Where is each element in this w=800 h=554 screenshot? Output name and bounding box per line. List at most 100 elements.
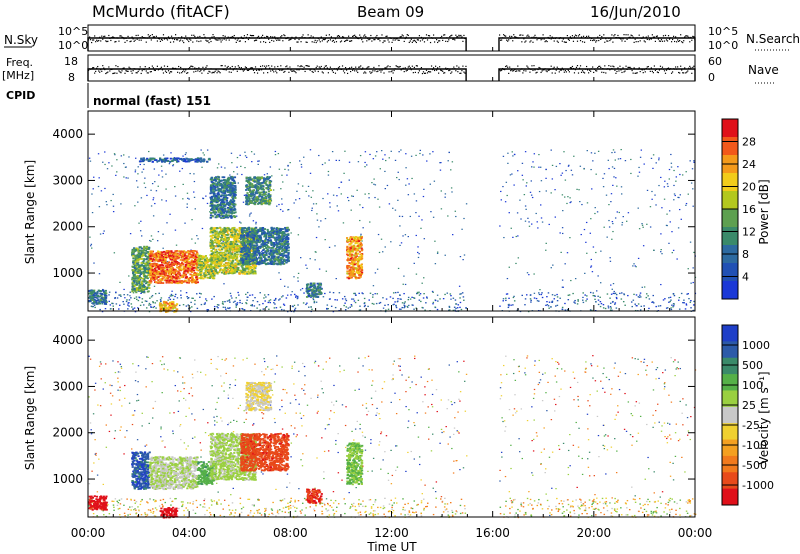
echo-point bbox=[398, 308, 401, 310]
echo-point bbox=[336, 195, 338, 197]
param-dot bbox=[342, 70, 345, 72]
echo-point bbox=[231, 251, 234, 254]
echo-point bbox=[128, 305, 130, 307]
echo-point bbox=[589, 291, 592, 294]
param-dot bbox=[322, 72, 324, 74]
echo-point bbox=[217, 242, 220, 244]
echo-point bbox=[209, 241, 212, 244]
param-dot bbox=[606, 68, 608, 70]
param-dot bbox=[150, 70, 152, 73]
echo-point bbox=[607, 159, 610, 161]
echo-point bbox=[515, 235, 517, 238]
echo-point bbox=[168, 297, 170, 299]
echo-point bbox=[220, 231, 224, 234]
param-dot bbox=[595, 41, 597, 43]
echo-point bbox=[159, 259, 162, 262]
echo-point bbox=[465, 203, 468, 205]
param-dot bbox=[393, 37, 395, 40]
param-dot bbox=[318, 39, 320, 41]
echo-point bbox=[235, 245, 238, 248]
param-dot bbox=[369, 71, 371, 73]
param-dot bbox=[658, 40, 661, 42]
echo-point bbox=[258, 160, 260, 162]
echo-point bbox=[226, 232, 230, 235]
param-solid-line bbox=[498, 68, 696, 81]
echo-point bbox=[609, 297, 611, 299]
param-dot bbox=[582, 35, 585, 37]
param-dot bbox=[453, 38, 455, 40]
param-dot bbox=[665, 69, 668, 71]
param-dot bbox=[372, 70, 374, 72]
param-dot bbox=[110, 68, 112, 70]
echo-point bbox=[236, 245, 239, 247]
param-dot bbox=[136, 38, 138, 40]
echo-point bbox=[418, 299, 421, 301]
param-dot bbox=[360, 65, 362, 67]
echo-point bbox=[672, 249, 675, 251]
echo-point bbox=[298, 198, 301, 200]
param-dot bbox=[372, 37, 374, 39]
echo-point bbox=[617, 158, 620, 160]
echo-point bbox=[186, 255, 189, 258]
echo-point bbox=[235, 270, 239, 273]
echo-point bbox=[358, 292, 360, 295]
param-dot bbox=[457, 36, 459, 38]
echo-point bbox=[380, 238, 383, 240]
param-dot bbox=[644, 71, 646, 73]
echo-point bbox=[643, 305, 645, 307]
echo-point bbox=[104, 291, 107, 294]
param-dot bbox=[325, 34, 327, 36]
param-dot bbox=[463, 71, 465, 73]
echo-point bbox=[561, 194, 564, 196]
echo-point bbox=[611, 166, 614, 168]
echo-point bbox=[149, 259, 153, 262]
param-dot bbox=[624, 70, 626, 72]
echo-point bbox=[185, 280, 188, 283]
echo-point bbox=[403, 304, 405, 306]
echo-point bbox=[299, 160, 301, 162]
echo-point bbox=[350, 304, 353, 306]
echo-point bbox=[207, 264, 210, 266]
echo-point bbox=[145, 264, 148, 267]
echo-point bbox=[357, 299, 360, 301]
echo-point bbox=[247, 268, 250, 271]
echo-point bbox=[224, 237, 228, 239]
param-dot bbox=[172, 41, 175, 43]
echo-point bbox=[668, 210, 671, 212]
echo-point bbox=[594, 298, 596, 300]
param-dot bbox=[188, 67, 190, 70]
param-dot bbox=[361, 68, 363, 70]
param-dot bbox=[369, 38, 371, 40]
echo-point bbox=[444, 196, 446, 198]
echo-point bbox=[196, 278, 199, 281]
echo-point bbox=[134, 310, 137, 313]
echo-point bbox=[332, 310, 335, 313]
echo-point bbox=[97, 153, 100, 155]
echo-point bbox=[141, 290, 144, 293]
echo-point bbox=[264, 300, 266, 302]
echo-point bbox=[586, 252, 588, 254]
echo-point bbox=[372, 285, 375, 287]
echo-point bbox=[214, 268, 217, 271]
param-dot bbox=[211, 72, 213, 74]
param-dot bbox=[536, 39, 538, 41]
param-dot bbox=[126, 70, 128, 72]
echo-point bbox=[508, 297, 510, 299]
echo-point bbox=[599, 301, 602, 303]
echo-point bbox=[401, 215, 404, 218]
echo-point bbox=[654, 194, 656, 196]
echo-point bbox=[415, 200, 418, 202]
echo-point bbox=[162, 306, 166, 309]
echo-point bbox=[147, 259, 150, 262]
echo-point bbox=[196, 253, 199, 256]
echo-point bbox=[221, 259, 224, 262]
param-solid-line bbox=[87, 37, 467, 51]
param-dot bbox=[242, 70, 244, 72]
echo-point bbox=[199, 262, 202, 264]
echo-point bbox=[271, 175, 273, 177]
echo-point bbox=[574, 302, 576, 304]
echo-point bbox=[395, 306, 398, 309]
echo-point bbox=[259, 292, 261, 294]
echo-point bbox=[343, 172, 345, 174]
echo-point bbox=[203, 275, 206, 278]
